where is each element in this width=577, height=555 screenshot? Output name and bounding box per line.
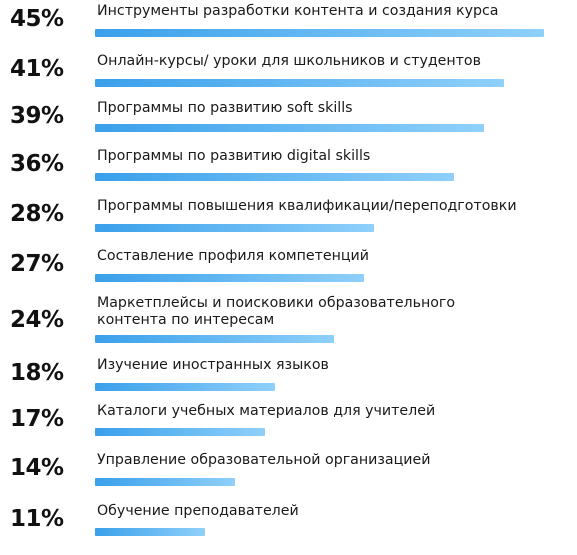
chart-row: 39% Программы по развитию soft skills [0,100,577,150]
data-label: 41% [10,56,64,82]
chart-row: 17% Каталоги учебных материалов для учите… [0,403,577,453]
data-label: 36% [10,151,64,177]
category-label: Составление профиля компетенций [97,248,369,264]
chart-row: 24% Маркетплейсы и поисковики образовател… [0,295,577,345]
chart-row: 18% Изучение иностранных языков [0,357,577,407]
bar [95,173,454,181]
data-label: 17% [10,406,64,432]
category-label: Программы повышения квалификации/перепод… [97,198,517,214]
data-label: 18% [10,360,64,386]
bar [95,478,235,486]
category-label: Маркетплейсы и поисковики образовательно… [97,295,456,328]
chart-row: 28% Программы повышения квалификации/пере… [0,198,577,248]
bar [95,274,364,282]
category-label: Инструменты разработки контента и создан… [97,3,499,19]
chart-row: 27% Составление профиля компетенций [0,248,577,298]
category-label: Онлайн-курсы/ уроки для школьников и сту… [97,53,481,69]
bar [95,79,504,87]
data-label: 14% [10,455,64,481]
category-label: Каталоги учебных материалов для учителей [97,403,436,419]
chart-row: 36% Программы по развитию digital skills [0,148,577,198]
chart-row: 11% Обучение преподавателей [0,503,577,553]
data-label: 11% [10,506,64,532]
category-label: Программы по развитию soft skills [97,100,353,116]
bar [95,29,544,37]
bar [95,428,265,436]
data-label: 27% [10,251,64,277]
category-label: Обучение преподавателей [97,503,299,519]
category-label: Изучение иностранных языков [97,357,329,373]
data-label: 28% [10,201,64,227]
chart-row: 14% Управление образовательной организаци… [0,452,577,502]
category-label: Управление образовательной организацией [97,452,431,468]
data-label: 45% [10,6,64,32]
bar [95,335,334,343]
category-label: Программы по развитию digital skills [97,148,371,164]
chart-row: 45% Инструменты разработки контента и соз… [0,3,577,53]
data-label: 39% [10,103,64,129]
bar [95,383,275,391]
chart-row: 41% Онлайн-курсы/ уроки для школьников и … [0,53,577,103]
data-label: 24% [10,307,64,333]
bar [95,124,484,132]
bar [95,528,205,536]
bar [95,224,374,232]
